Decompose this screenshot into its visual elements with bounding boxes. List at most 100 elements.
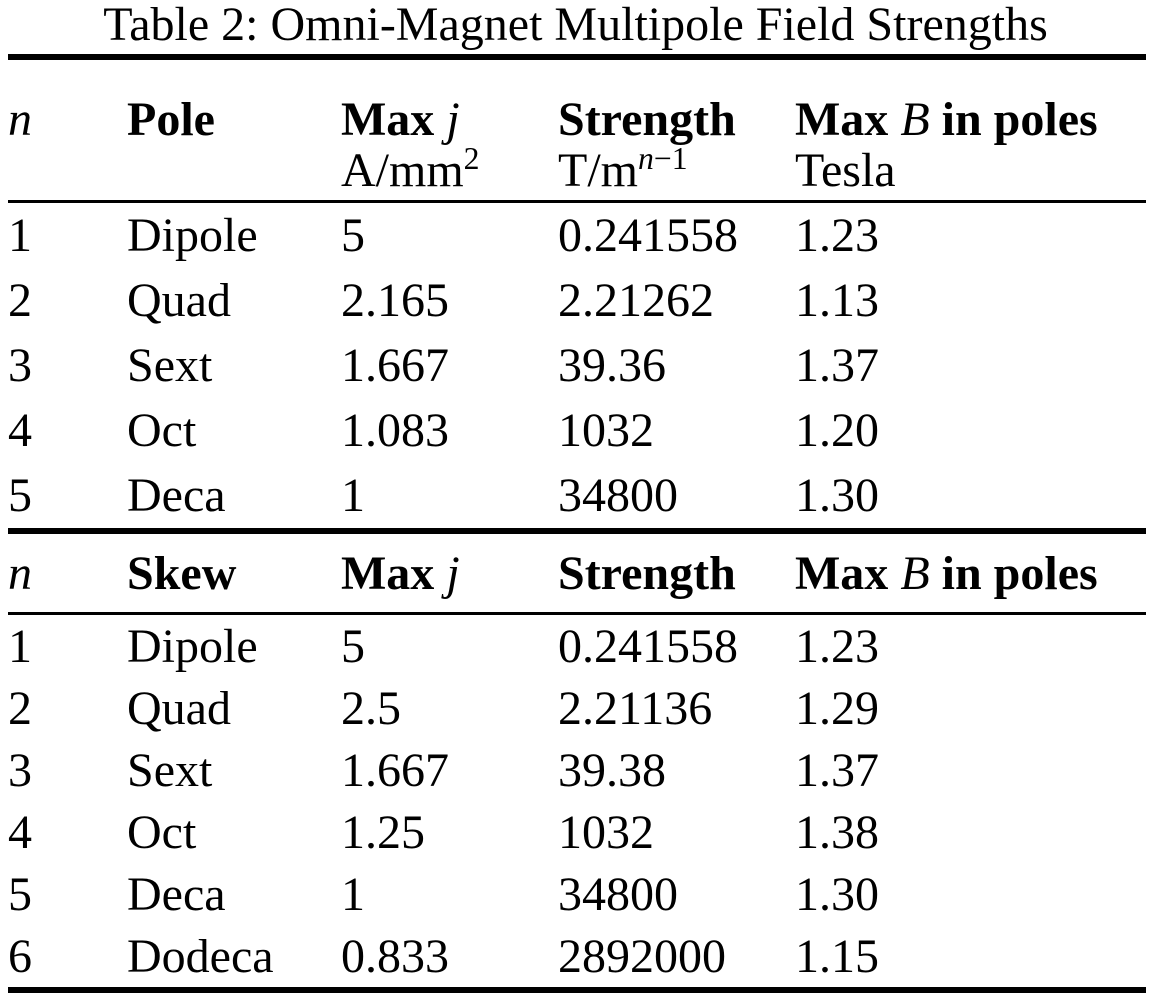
cell-max-j: 1 bbox=[341, 469, 365, 522]
unit-max-j: A/mm2 bbox=[341, 143, 558, 197]
max-label: Max bbox=[795, 93, 889, 146]
cell-max-j: 1.667 bbox=[341, 339, 449, 392]
unit-exponent: n−1 bbox=[638, 141, 688, 176]
cell-max-b: 1.15 bbox=[795, 929, 879, 983]
pole-section: n Pole Max j A/mm2 Strength T/mn−1 Max B… bbox=[8, 57, 1146, 531]
cell-pole: Quad bbox=[127, 681, 231, 735]
cell-max-b: 1.20 bbox=[795, 404, 879, 457]
strength-label: Strength bbox=[558, 93, 736, 146]
unit-max-b: Tesla bbox=[795, 144, 896, 197]
strength-label: Strength bbox=[558, 546, 736, 600]
cell-n: 2 bbox=[8, 274, 32, 327]
j-symbol: j bbox=[446, 93, 460, 146]
max-label: Max bbox=[341, 93, 435, 146]
cell-max-j: 2.5 bbox=[341, 681, 401, 735]
b-symbol: B bbox=[900, 93, 930, 146]
table-row: 5 Deca 1 34800 1.30 bbox=[8, 463, 1146, 531]
header-max-b: Max B in poles Tesla bbox=[795, 57, 1146, 202]
header-skew: Skew bbox=[127, 531, 341, 614]
n-symbol: n bbox=[8, 93, 32, 146]
cell-pole: Quad bbox=[127, 274, 231, 327]
cell-strength: 0.241558 bbox=[558, 209, 738, 262]
cell-pole: Dipole bbox=[127, 619, 258, 673]
cell-max-j: 5 bbox=[341, 619, 365, 673]
cell-n: 1 bbox=[8, 619, 32, 673]
cell-n: 4 bbox=[8, 805, 32, 859]
cell-strength: 39.38 bbox=[558, 743, 666, 797]
n-symbol: n bbox=[638, 141, 654, 176]
table-row: 4 Oct 1.25 1032 1.38 bbox=[8, 801, 1146, 863]
cell-pole: Sext bbox=[127, 339, 213, 392]
cell-max-j: 1.667 bbox=[341, 743, 449, 797]
cell-max-b: 1.29 bbox=[795, 681, 879, 735]
skew-header-row: n Skew Max j Strength Max B in poles bbox=[8, 531, 1146, 614]
pole-label: Pole bbox=[127, 93, 215, 146]
b-symbol: B bbox=[900, 546, 930, 600]
cell-max-b: 1.37 bbox=[795, 743, 879, 797]
table-row: 3 Sext 1.667 39.36 1.37 bbox=[8, 333, 1146, 398]
header-pole: Pole bbox=[127, 57, 341, 202]
pole-header-row: n Pole Max j A/mm2 Strength T/mn−1 Max B… bbox=[8, 57, 1146, 202]
max-label: Max bbox=[795, 546, 889, 600]
cell-n: 5 bbox=[8, 469, 32, 522]
header-strength: Strength bbox=[558, 531, 795, 614]
cell-n: 3 bbox=[8, 743, 32, 797]
cell-max-j: 1.25 bbox=[341, 805, 425, 859]
unit-strength: T/mn−1 bbox=[558, 143, 795, 197]
exponent-offset: −1 bbox=[653, 141, 688, 176]
skew-label: Skew bbox=[127, 546, 237, 600]
table-row: 1 Dipole 5 0.241558 1.23 bbox=[8, 202, 1146, 269]
skew-section: n Skew Max j Strength Max B in poles 1 D… bbox=[8, 531, 1146, 990]
cell-max-j: 1.083 bbox=[341, 404, 449, 457]
cell-strength: 0.241558 bbox=[558, 619, 738, 673]
unit-base: A/mm bbox=[341, 144, 464, 197]
table-caption: Table 2: Omni-Magnet Multipole Field Str… bbox=[103, 0, 1048, 51]
cell-n: 6 bbox=[8, 929, 32, 983]
cell-max-b: 1.13 bbox=[795, 274, 879, 327]
table-row: 4 Oct 1.083 1032 1.20 bbox=[8, 398, 1146, 463]
cell-pole: Oct bbox=[127, 805, 197, 859]
table-row: 2 Quad 2.165 2.21262 1.13 bbox=[8, 268, 1146, 333]
cell-strength: 1032 bbox=[558, 805, 654, 859]
unit-spacer bbox=[8, 145, 127, 196]
cell-max-b: 1.23 bbox=[795, 619, 879, 673]
cell-n: 1 bbox=[8, 209, 32, 262]
table-row: 5 Deca 1 34800 1.30 bbox=[8, 863, 1146, 925]
n-symbol: n bbox=[8, 546, 32, 600]
header-max-j: Max j bbox=[341, 531, 558, 614]
cell-strength: 39.36 bbox=[558, 339, 666, 392]
table-row: 1 Dipole 5 0.241558 1.23 bbox=[8, 614, 1146, 678]
cell-strength: 2.21262 bbox=[558, 274, 714, 327]
cell-max-b: 1.30 bbox=[795, 867, 879, 921]
cell-pole: Deca bbox=[127, 469, 226, 522]
cell-n: 4 bbox=[8, 404, 32, 457]
header-strength: Strength T/mn−1 bbox=[558, 57, 795, 202]
unit-spacer bbox=[127, 145, 341, 196]
cell-n: 3 bbox=[8, 339, 32, 392]
header-n: n bbox=[8, 57, 127, 202]
in-poles-label: in poles bbox=[941, 93, 1098, 146]
cell-strength: 34800 bbox=[558, 867, 678, 921]
unit-base: T/m bbox=[558, 144, 638, 197]
table-row: 3 Sext 1.667 39.38 1.37 bbox=[8, 739, 1146, 801]
cell-n: 2 bbox=[8, 681, 32, 735]
cell-strength: 2.21136 bbox=[558, 681, 713, 735]
table-row: 2 Quad 2.5 2.21136 1.29 bbox=[8, 677, 1146, 739]
cell-max-j: 5 bbox=[341, 209, 365, 262]
multipole-field-strength-table: n Pole Max j A/mm2 Strength T/mn−1 Max B… bbox=[8, 54, 1146, 993]
unit-exponent: 2 bbox=[463, 141, 480, 176]
cell-pole: Dipole bbox=[127, 209, 258, 262]
cell-max-j: 2.165 bbox=[341, 274, 449, 327]
table-row: 6 Dodeca 0.833 2892000 1.15 bbox=[8, 925, 1146, 990]
cell-pole: Dodeca bbox=[127, 929, 274, 983]
cell-max-b: 1.38 bbox=[795, 805, 879, 859]
cell-pole: Oct bbox=[127, 404, 197, 457]
cell-max-b: 1.30 bbox=[795, 469, 879, 522]
cell-n: 5 bbox=[8, 867, 32, 921]
cell-strength: 34800 bbox=[558, 469, 678, 522]
cell-max-b: 1.37 bbox=[795, 339, 879, 392]
max-label: Max bbox=[341, 546, 435, 600]
cell-pole: Sext bbox=[127, 743, 213, 797]
cell-pole: Deca bbox=[127, 867, 226, 921]
cell-strength: 1032 bbox=[558, 404, 654, 457]
